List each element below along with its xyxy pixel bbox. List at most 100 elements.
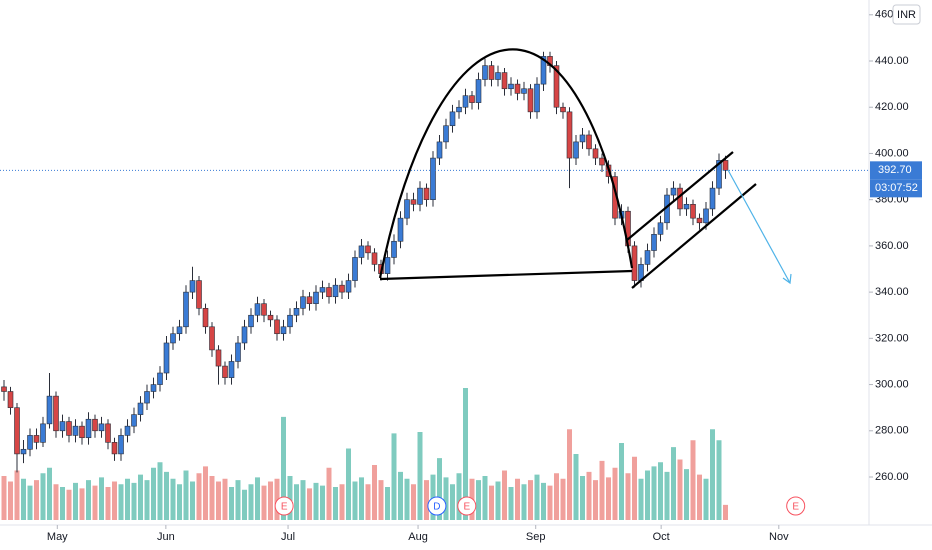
volume-bar [625,473,631,520]
volume-bar [560,478,566,520]
volume-bar [573,454,579,520]
volume-bar [92,485,98,520]
candle-body [514,83,521,94]
candle-body [449,111,456,127]
volume-bar [216,481,221,520]
volume-bar [40,473,46,520]
candle-body [501,72,508,90]
volume-bar [138,474,143,520]
candle-body [202,308,209,328]
candle-body [410,199,417,205]
candle-body [592,148,599,159]
channel-lower [631,183,757,289]
volume-bar [417,432,423,520]
volume-bar [632,456,637,520]
volume-bar [372,465,377,520]
candle-body [651,234,657,251]
candle-body [521,88,527,94]
volume-bar [307,488,312,520]
volume-bar [53,484,59,520]
x-tick-label: Oct [653,531,670,543]
candle-body [131,414,137,427]
volume-bar [313,482,319,520]
volume-bar [541,482,546,520]
volume-bar [593,480,598,520]
candle-body [644,250,651,265]
volume-bar [261,485,267,520]
volume-bar [580,476,585,520]
volume-bar [131,482,137,520]
volume-bar [534,474,540,520]
candle-body [157,372,163,385]
candle-body [423,187,430,200]
candle-body [436,141,443,159]
volume-bar [86,480,91,520]
volume-bar [411,484,416,520]
x-tick-label: Nov [769,531,789,543]
candle-body [27,435,33,450]
candle-body [631,245,638,281]
candle-body [293,308,300,316]
volume-bar [463,388,468,520]
volume-bar [697,474,702,520]
candle-body [397,217,404,242]
volume-bar [671,447,676,520]
volume-bar [456,473,462,520]
volume-bar [105,487,111,520]
candle-body [683,204,690,210]
candle-body [248,314,254,328]
candle-body [137,402,144,415]
volume-bar [47,467,52,520]
candle-body [417,187,423,205]
volume-bar [385,487,390,520]
volume-bar [248,484,254,520]
volume-bar [99,477,104,520]
volume-bar [495,481,501,520]
candle-body [482,65,488,80]
candle-body [586,134,592,150]
event-label: E [792,502,799,513]
candle-body [228,361,235,378]
y-tick-label: 360.00 [875,240,909,252]
volume-bar [294,484,299,520]
candle-body [488,65,495,80]
volume-bar [287,476,293,520]
candle-body [241,326,248,344]
volume-bar [586,471,592,520]
candle-body [59,421,66,432]
volume-bar [157,462,163,520]
volume-bar [430,474,436,520]
candle-body [85,418,92,439]
event-label: E [463,502,470,513]
candle-body [670,187,677,196]
arrow-head [782,273,792,285]
candle-body [280,326,287,335]
candle-body [391,240,397,258]
volume-bar [450,484,455,520]
candle-body [235,342,241,362]
event-marker [427,496,447,516]
candle-body [508,83,514,90]
candle-body [79,425,85,439]
volume-bar [21,478,26,520]
candle-body [469,95,475,103]
volume-bar [554,473,559,520]
volume-bar [508,487,514,520]
countdown-label: 03:07:52 [875,182,918,194]
volume-bar [690,440,696,520]
volume-bar [716,440,722,520]
x-tick-label: Sep [526,531,546,543]
y-tick-label: 340.00 [875,286,909,298]
channel-upper [626,151,734,241]
volume-bar [664,471,670,520]
candle-body [456,106,462,113]
neckline [379,269,633,281]
candle-body [274,319,280,335]
candle-body [534,83,540,113]
candle-body [300,296,306,309]
volume-bar [619,443,624,520]
volume-bar [8,481,13,520]
candle-body [579,134,586,143]
candle-body [163,342,170,374]
